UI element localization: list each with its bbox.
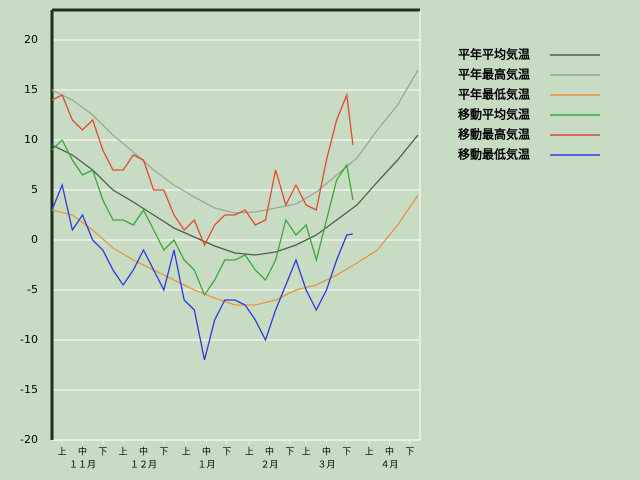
x-tick-label: 下 bbox=[405, 448, 414, 458]
x-tick-label: 下 bbox=[342, 448, 351, 458]
y-tick-label: 0 bbox=[31, 233, 38, 246]
x-tick-label: 上 bbox=[365, 447, 374, 458]
month-label: １２月 bbox=[130, 460, 157, 471]
series-line bbox=[51, 92, 354, 247]
month-label: ３月 bbox=[317, 460, 335, 471]
x-tick-label: 上 bbox=[119, 447, 128, 458]
legend-label: 移動最高気温 bbox=[458, 127, 530, 142]
legend-label: 移動最低気温 bbox=[458, 147, 530, 162]
y-tick-label: -20 bbox=[20, 433, 38, 446]
x-tick-label: 中 bbox=[78, 446, 87, 458]
y-tick-label: 10 bbox=[24, 133, 38, 146]
series-line bbox=[51, 182, 354, 361]
legend-label: 平年平均気温 bbox=[458, 47, 530, 62]
y-tick-label: -15 bbox=[20, 383, 38, 396]
series-line bbox=[51, 134, 419, 256]
x-tick-label: 下 bbox=[159, 448, 168, 458]
series-line bbox=[51, 138, 354, 297]
x-tick-label: 中 bbox=[385, 446, 394, 458]
y-tick-label: 5 bbox=[31, 183, 38, 196]
y-tick-label: 20 bbox=[24, 33, 38, 46]
month-label: １１月 bbox=[69, 460, 96, 471]
y-tick-label: -10 bbox=[20, 333, 38, 346]
x-tick-label: 中 bbox=[265, 446, 274, 458]
x-tick-label: 中 bbox=[202, 446, 211, 458]
legend-label: 平年最低気温 bbox=[458, 87, 530, 102]
month-label: ２月 bbox=[261, 460, 279, 471]
series-line bbox=[51, 194, 419, 306]
legend-label: 平年最高気温 bbox=[458, 67, 530, 82]
x-tick-label: 下 bbox=[285, 448, 294, 458]
month-label: １月 bbox=[198, 460, 216, 471]
x-tick-label: 中 bbox=[322, 446, 331, 458]
y-tick-label: -5 bbox=[27, 283, 38, 296]
legend-label: 移動平均気温 bbox=[458, 107, 530, 122]
x-tick-label: 下 bbox=[98, 448, 107, 458]
x-tick-label: 下 bbox=[222, 448, 231, 458]
x-tick-label: 上 bbox=[245, 447, 254, 458]
y-tick-label: 15 bbox=[24, 83, 38, 96]
x-tick-label: 上 bbox=[58, 447, 67, 458]
x-tick-label: 上 bbox=[182, 447, 191, 458]
x-tick-label: 上 bbox=[302, 447, 311, 458]
x-tick-label: 中 bbox=[139, 446, 148, 458]
series-line bbox=[51, 69, 419, 214]
month-label: ４月 bbox=[380, 460, 398, 471]
